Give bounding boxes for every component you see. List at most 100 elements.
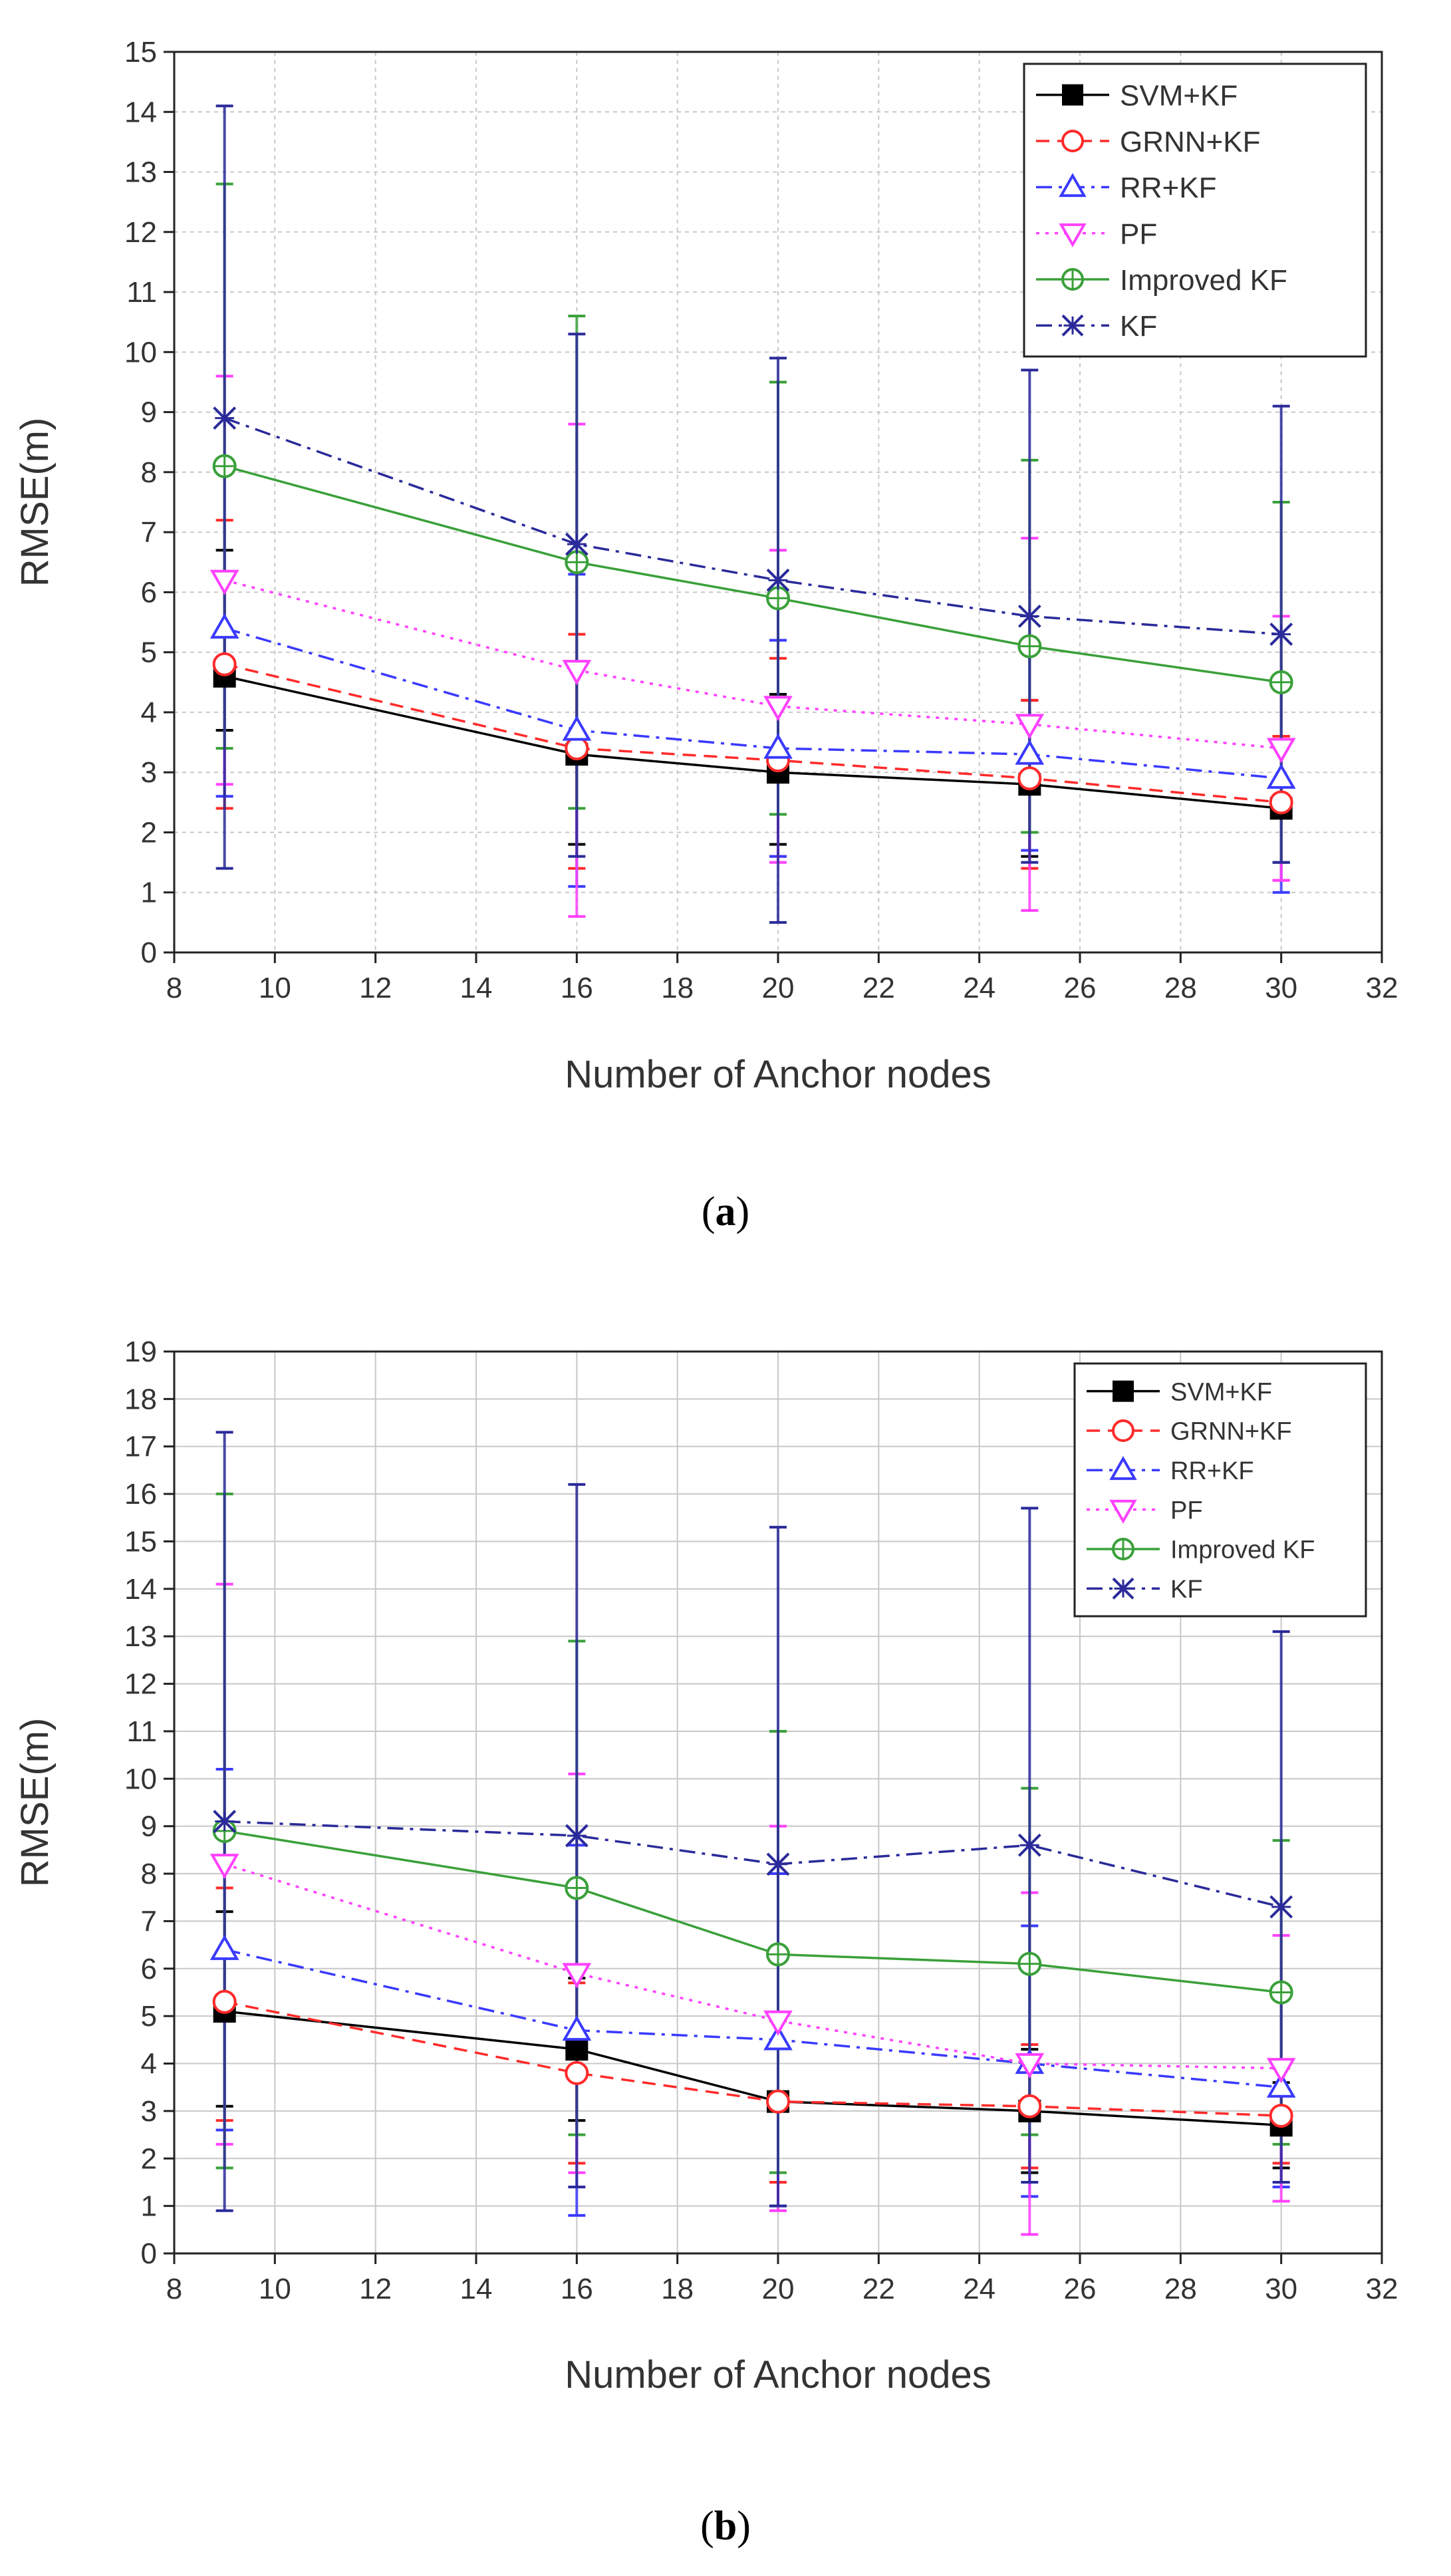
y-tick-label: 1 bbox=[141, 877, 157, 909]
y-tick-label: 12 bbox=[124, 1668, 157, 1701]
y-tick-label: 3 bbox=[141, 756, 157, 789]
legend-swatch-marker bbox=[1061, 130, 1084, 152]
tick-labels: 8 10 12 14 16 18 20 22 24 26 28 30 32012345678910111… bbox=[124, 36, 1398, 1004]
x-tick-label: 20 bbox=[762, 2273, 795, 2305]
data-point bbox=[1017, 605, 1041, 628]
x-tick-label: 28 bbox=[1164, 972, 1197, 1004]
y-tick-label: 8 bbox=[141, 456, 157, 489]
legend-label: GRNN+KF bbox=[1120, 126, 1260, 158]
legend-swatch-marker bbox=[1059, 173, 1087, 198]
x-tick-label: 8 bbox=[166, 2273, 182, 2305]
data-point bbox=[1017, 2094, 1042, 2118]
legend-label: Improved KF bbox=[1120, 264, 1287, 297]
x-axis-label: Number of Anchor nodes bbox=[565, 2353, 991, 2396]
data-point bbox=[1017, 766, 1042, 791]
legend-swatch-marker bbox=[1061, 268, 1084, 291]
data-point bbox=[766, 568, 790, 592]
x-tick-label: 8 bbox=[166, 972, 182, 1004]
data-point bbox=[565, 736, 589, 761]
x-tick-label: 22 bbox=[862, 2273, 895, 2305]
x-tick-label: 12 bbox=[359, 2273, 392, 2305]
legend-box bbox=[1023, 63, 1367, 358]
y-tick-label: 9 bbox=[141, 396, 157, 429]
x-tick-label: 12 bbox=[359, 972, 392, 1004]
data-point bbox=[1015, 2053, 1045, 2078]
data-point bbox=[209, 569, 239, 595]
x-tick-label: 16 bbox=[561, 2273, 593, 2305]
data-point bbox=[1266, 763, 1296, 789]
data-point bbox=[562, 715, 592, 741]
data-point bbox=[1269, 1895, 1293, 1919]
panel-caption: (b) bbox=[700, 2504, 751, 2549]
data-point bbox=[209, 613, 239, 639]
panel-caption: (a) bbox=[702, 1189, 749, 1234]
data-point bbox=[562, 660, 592, 686]
legend-swatch-marker bbox=[1061, 314, 1084, 337]
data-point bbox=[763, 696, 793, 722]
series-markers bbox=[209, 406, 1296, 820]
data-point bbox=[763, 2025, 793, 2051]
axis-ticks bbox=[164, 1350, 1383, 2264]
y-tick-label: 11 bbox=[126, 1715, 157, 1748]
y-tick-label: 4 bbox=[141, 2048, 157, 2080]
y-tick-label: 10 bbox=[124, 1763, 157, 1795]
y-tick-label: 3 bbox=[141, 2095, 157, 2128]
legend-label: Improved KF bbox=[1170, 1536, 1315, 1564]
tick-labels: 8 10 12 14 16 18 20 22 24 26 28 30 32012345678910111… bbox=[124, 1336, 1398, 2305]
legend-swatch-marker bbox=[1112, 1419, 1134, 1442]
data-point bbox=[1266, 2058, 1296, 2084]
x-tick-label: 32 bbox=[1366, 2273, 1398, 2305]
data-point bbox=[562, 1963, 592, 1989]
data-point bbox=[766, 2089, 790, 2114]
legend-swatch-marker bbox=[1109, 1499, 1137, 1524]
x-tick-label: 10 bbox=[259, 2273, 291, 2305]
legend-label: SVM+KF bbox=[1120, 80, 1238, 112]
legend-label: KF bbox=[1120, 310, 1157, 343]
data-point bbox=[1269, 670, 1293, 694]
y-tick-label: 15 bbox=[124, 1525, 157, 1558]
data-point bbox=[763, 2010, 793, 2036]
y-tick-label: 4 bbox=[141, 696, 157, 729]
legend-swatch-marker bbox=[1109, 1456, 1137, 1481]
y-tick-label: 14 bbox=[124, 96, 157, 128]
legend-label: KF bbox=[1170, 1576, 1203, 1604]
y-tick-label: 14 bbox=[124, 1573, 157, 1606]
data-point bbox=[1269, 623, 1293, 646]
legend-label: PF bbox=[1120, 218, 1157, 251]
x-tick-label: 14 bbox=[460, 2273, 493, 2305]
legend-label: GRNN+KF bbox=[1170, 1418, 1292, 1446]
legend-label: PF bbox=[1170, 1497, 1203, 1524]
x-tick-label: 28 bbox=[1164, 2273, 1197, 2305]
data-point bbox=[565, 1876, 589, 1900]
y-tick-label: 18 bbox=[124, 1383, 157, 1415]
legend-swatch-marker bbox=[1059, 223, 1087, 247]
legend-swatch-marker bbox=[1112, 1538, 1134, 1560]
panel-caption-letter: a bbox=[716, 1189, 736, 1234]
data-point bbox=[213, 1810, 237, 1833]
data-point bbox=[213, 406, 237, 430]
y-tick-label: 17 bbox=[124, 1431, 157, 1463]
data-point bbox=[1017, 634, 1042, 658]
data-point bbox=[1269, 790, 1293, 815]
y-tick-label: 13 bbox=[124, 156, 157, 189]
legend-swatch-marker bbox=[1113, 1380, 1134, 1402]
y-tick-label: 0 bbox=[141, 2237, 157, 2270]
y-tick-label: 0 bbox=[141, 936, 157, 969]
y-tick-label: 10 bbox=[124, 336, 157, 368]
x-tick-label: 22 bbox=[862, 972, 895, 1004]
y-tick-label: 1 bbox=[141, 2190, 157, 2223]
data-point bbox=[1266, 738, 1296, 764]
y-tick-label: 2 bbox=[141, 2142, 157, 2175]
legend-box bbox=[1073, 1362, 1367, 1618]
legend-swatch-marker bbox=[1062, 84, 1083, 106]
legend-label: SVM+KF bbox=[1170, 1378, 1272, 1406]
data-point bbox=[212, 652, 237, 676]
data-point bbox=[209, 1854, 239, 1880]
chart-panel-b: 8 10 12 14 16 18 20 22 24 26 28 30 32012345678910111… bbox=[13, 1336, 1398, 2549]
legend: SVM+KF GRNN+KF RR+KF PF Improved KF KF bbox=[1073, 1362, 1367, 1618]
y-tick-label: 6 bbox=[141, 1953, 157, 1985]
x-tick-label: 14 bbox=[460, 972, 493, 1004]
series-markers bbox=[209, 1810, 1296, 2137]
y-tick-label: 8 bbox=[141, 1858, 157, 1890]
